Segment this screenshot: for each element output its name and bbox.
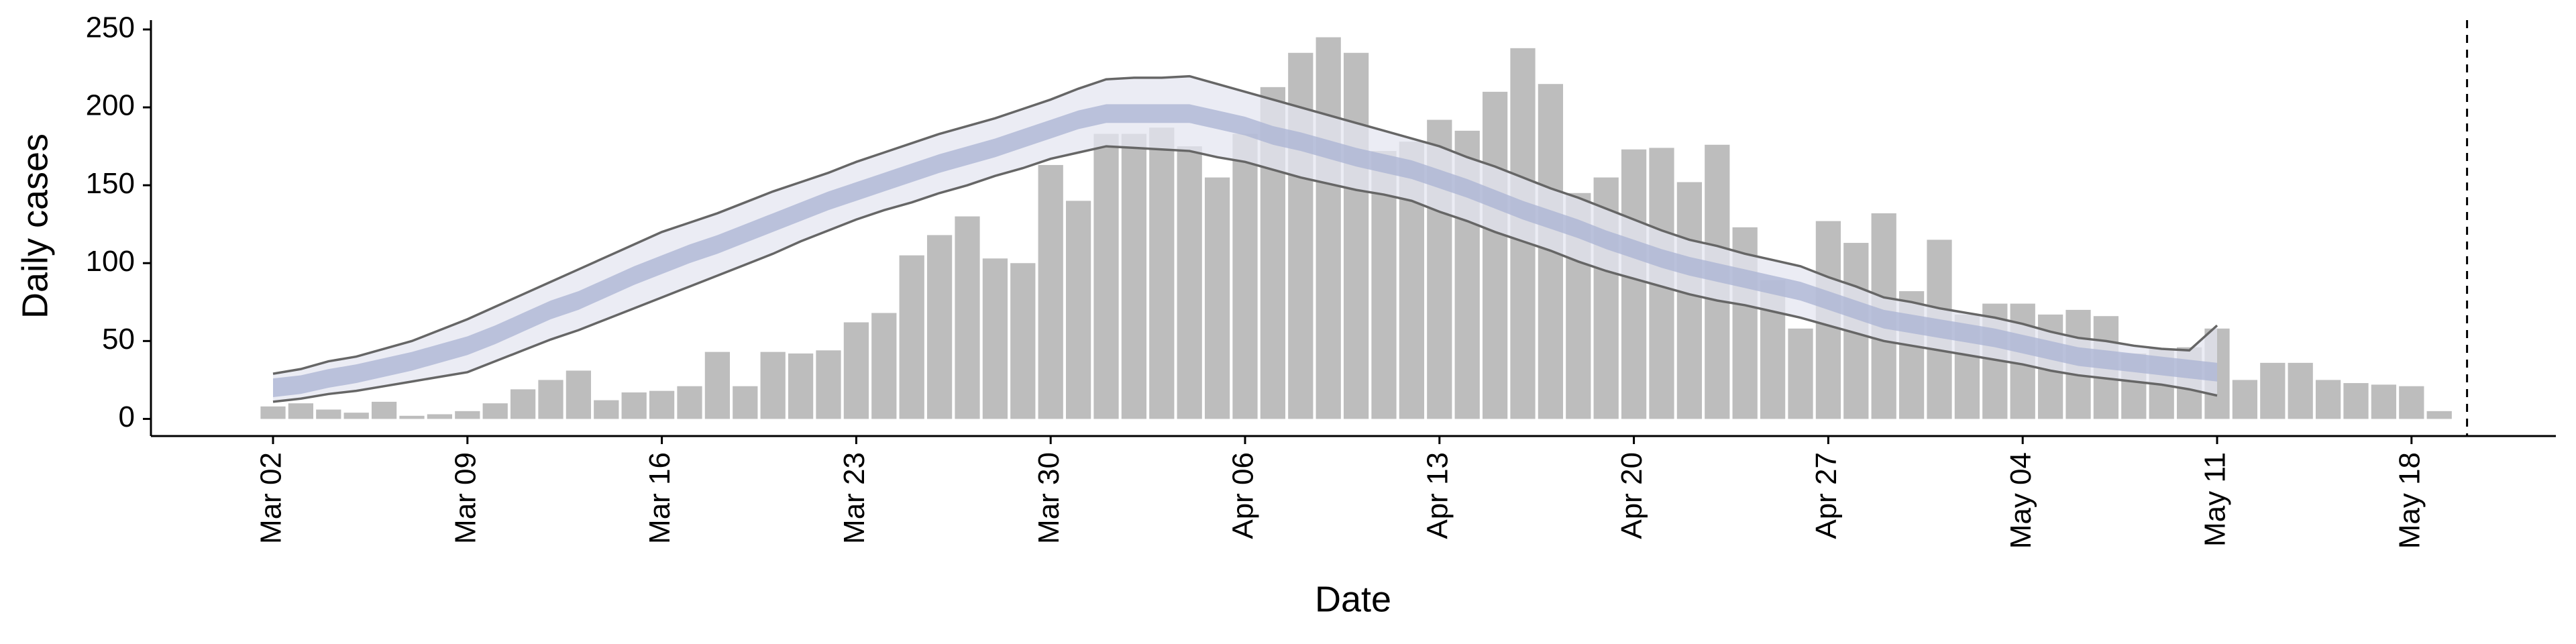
y-tick-label: 200 <box>86 89 135 122</box>
bar <box>816 350 841 419</box>
interval-edge <box>272 145 2218 403</box>
bar <box>1177 146 1202 419</box>
bar <box>871 313 897 419</box>
bar <box>1093 133 1119 419</box>
x-tick-label: Apr 20 <box>1615 452 1648 539</box>
bar <box>1788 328 1813 419</box>
bar <box>1010 263 1036 419</box>
bar <box>2371 384 2397 419</box>
interval-edge <box>272 74 2218 375</box>
bar <box>1482 91 1508 419</box>
bar <box>2426 411 2452 419</box>
bar <box>1621 149 1647 419</box>
bar <box>2288 362 2313 419</box>
y-tick-label: 250 <box>86 11 135 44</box>
bar <box>1149 127 1175 419</box>
bar <box>288 403 314 419</box>
y-tick-label: 150 <box>86 167 135 200</box>
x-tick-label: Mar 30 <box>1032 452 1065 544</box>
y-tick-label: 50 <box>102 323 135 356</box>
bar <box>1121 133 1147 419</box>
bar <box>899 255 924 419</box>
bar <box>1232 133 1258 419</box>
bar <box>538 380 564 419</box>
bar <box>677 386 702 419</box>
bar <box>343 413 369 419</box>
x-tick-label: May 04 <box>2004 452 2037 549</box>
bar <box>2315 380 2341 419</box>
bar <box>1065 201 1091 419</box>
bar <box>566 370 592 419</box>
interval-band <box>273 76 2217 402</box>
bar <box>1316 37 1341 419</box>
bar <box>482 403 508 419</box>
bar <box>399 415 425 419</box>
bar <box>2260 362 2286 419</box>
bar <box>982 258 1008 419</box>
x-tick-label: Mar 09 <box>449 452 482 544</box>
x-tick-label: Apr 27 <box>1810 452 1843 539</box>
bar <box>1204 177 1230 419</box>
bar <box>1343 52 1369 419</box>
bar <box>621 392 647 419</box>
x-tick-label: Apr 13 <box>1421 452 1454 539</box>
y-tick-label: 0 <box>119 400 135 433</box>
x-axis-title: Date <box>1315 579 1391 619</box>
x-tick-label: Mar 16 <box>643 452 676 544</box>
bar <box>371 401 397 419</box>
bar <box>733 386 758 419</box>
bar <box>1676 182 1703 419</box>
y-tick-label: 100 <box>86 245 135 278</box>
bar <box>455 411 480 419</box>
x-tick-label: Apr 06 <box>1227 452 1260 539</box>
bar <box>316 409 341 419</box>
y-axis-title: Daily cases <box>15 133 55 319</box>
bar <box>843 322 869 419</box>
bar <box>2343 383 2369 419</box>
bar <box>788 353 814 419</box>
bar <box>760 352 786 419</box>
bar <box>649 390 675 419</box>
x-tick-label: May 18 <box>2393 452 2426 549</box>
bar <box>1038 164 1063 419</box>
bar <box>2232 380 2258 419</box>
x-tick-label: Mar 23 <box>838 452 871 544</box>
bar <box>2399 386 2424 419</box>
bar <box>704 352 731 419</box>
x-tick-label: May 11 <box>2199 452 2232 547</box>
x-tick-label: Mar 02 <box>255 452 288 544</box>
bar <box>926 235 953 419</box>
bar <box>510 389 536 419</box>
bar <box>260 406 286 419</box>
bar <box>594 400 619 419</box>
bar <box>955 216 980 419</box>
bar <box>427 414 453 419</box>
